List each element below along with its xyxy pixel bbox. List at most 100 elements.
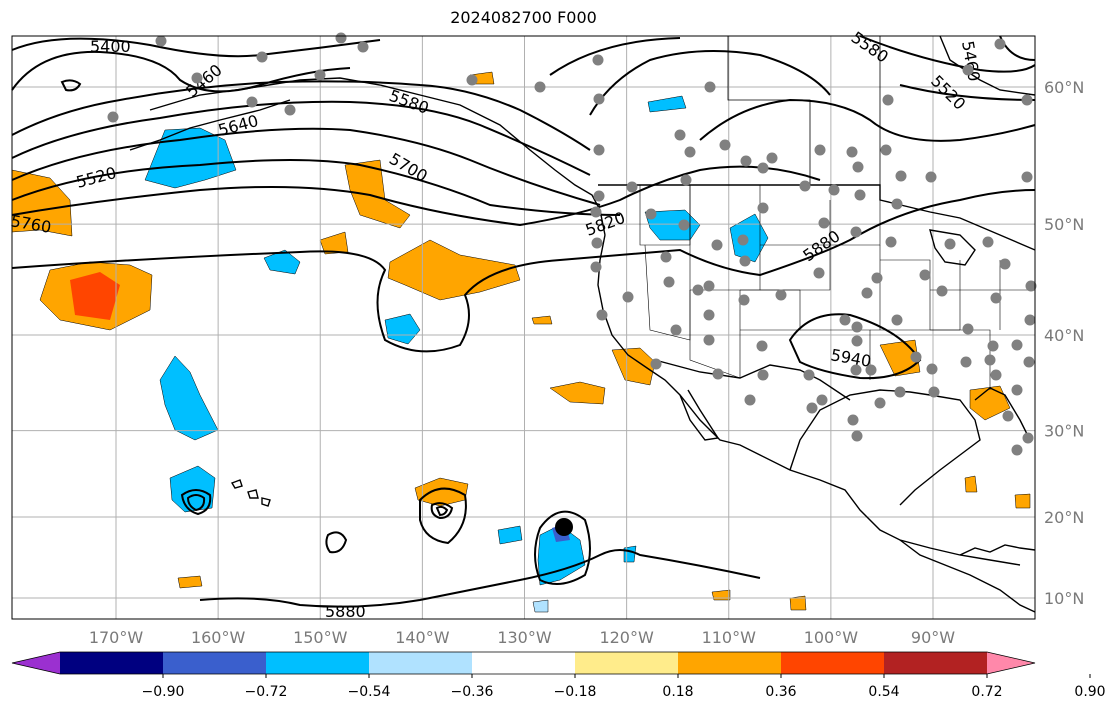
contour-label: 5880 [325, 602, 366, 621]
station-point [891, 198, 903, 210]
station-point [1024, 314, 1036, 326]
longitude-tick-label: 170°W [89, 628, 144, 647]
colorbar-tick-label: 0.54 [868, 684, 899, 700]
colorbar: −0.90 −0.72 −0.54 −0.36 −0.18 0.18 0.36 0.54 0.7… [11, 651, 1105, 700]
station-point [756, 340, 768, 352]
station-point [1021, 171, 1033, 183]
station-point [984, 354, 996, 366]
station-point [982, 236, 994, 248]
station-point [712, 368, 724, 380]
colorbar-bin [884, 652, 988, 674]
station-point [744, 394, 756, 406]
station-point [592, 54, 604, 66]
station-point [674, 129, 686, 141]
colorbar-extend-max [987, 652, 1035, 674]
station-point [854, 189, 866, 201]
station-point [1022, 432, 1034, 444]
station-point [757, 369, 769, 381]
contour-label: 5400 [90, 37, 131, 56]
station-point [990, 369, 1002, 381]
station-point [593, 190, 605, 202]
colorbar-bin [369, 652, 473, 674]
colorbar-tick-label: −0.72 [245, 684, 288, 700]
latitude-tick-label: 50°N [1044, 215, 1084, 234]
station-point [703, 280, 715, 292]
colorbar-tick-label: −0.18 [554, 684, 597, 700]
state-borders [639, 185, 1035, 390]
station-point [861, 287, 873, 299]
longitude-tick-label: 110°W [702, 628, 757, 647]
station-point [852, 161, 864, 173]
station-point [107, 111, 119, 123]
station-point [738, 294, 750, 306]
station-point [1021, 94, 1033, 106]
station-point [692, 284, 704, 296]
station-point [739, 255, 751, 267]
station-point [622, 291, 634, 303]
station-point [874, 397, 886, 409]
station-point [994, 38, 1006, 50]
colorbar-bin [575, 652, 679, 674]
station-point [839, 314, 851, 326]
station-point [851, 321, 863, 333]
station-point [590, 206, 602, 218]
station-point [1023, 356, 1035, 368]
station-point [818, 217, 830, 229]
coastlines [129, 35, 1036, 613]
station-point [799, 180, 811, 192]
colorbar-tick-label: −0.54 [348, 684, 391, 700]
latitude-tick-label: 20°N [1044, 508, 1084, 527]
station-point [990, 292, 1002, 304]
latitude-tick-label: 10°N [1044, 589, 1084, 608]
station-point [757, 202, 769, 214]
map-frame [11, 35, 1036, 620]
station-point [466, 74, 478, 86]
colorbar-outline [11, 651, 1036, 675]
station-point [828, 184, 840, 196]
station-point [335, 32, 347, 44]
station-point [910, 351, 922, 363]
station-point [928, 386, 940, 398]
station-point [813, 267, 825, 279]
station-point [880, 144, 892, 156]
station-point [593, 144, 605, 156]
station-point [987, 340, 999, 352]
station-point [314, 69, 326, 81]
longitude-tick-label: 90°W [911, 628, 955, 647]
station-point [534, 81, 546, 93]
longitude-tick-label: 150°W [293, 628, 348, 647]
station-point [1011, 444, 1023, 456]
station-point [960, 356, 972, 368]
station-point [846, 146, 858, 158]
station-point [678, 219, 690, 231]
station-point [891, 314, 903, 326]
station-point [847, 414, 859, 426]
station-point [1011, 384, 1023, 396]
station-point [803, 369, 815, 381]
station-point [962, 64, 974, 76]
colorbar-bin [678, 652, 782, 674]
station-point [740, 155, 752, 167]
station-point [590, 261, 602, 273]
station-point [737, 234, 749, 246]
station-point [680, 174, 692, 186]
colorbar-tick-label: 0.72 [971, 684, 1002, 700]
station-point [284, 104, 296, 116]
station-point [1025, 280, 1037, 292]
station-point [357, 41, 369, 53]
station-point [882, 94, 894, 106]
latitude-labels: 60°N 50°N 40°N 30°N 20°N 10°N [1044, 78, 1084, 608]
station-point [596, 309, 608, 321]
station-point [895, 170, 907, 182]
station-point [851, 335, 863, 347]
longitude-tick-label: 140°W [395, 628, 450, 647]
station-point [704, 81, 716, 93]
station-point [925, 171, 937, 183]
station-point [944, 238, 956, 250]
station-point [1002, 410, 1014, 422]
station-point [894, 386, 906, 398]
latitude-tick-label: 30°N [1044, 422, 1084, 441]
station-point [684, 146, 696, 158]
longitude-tick-label: 130°W [497, 628, 552, 647]
